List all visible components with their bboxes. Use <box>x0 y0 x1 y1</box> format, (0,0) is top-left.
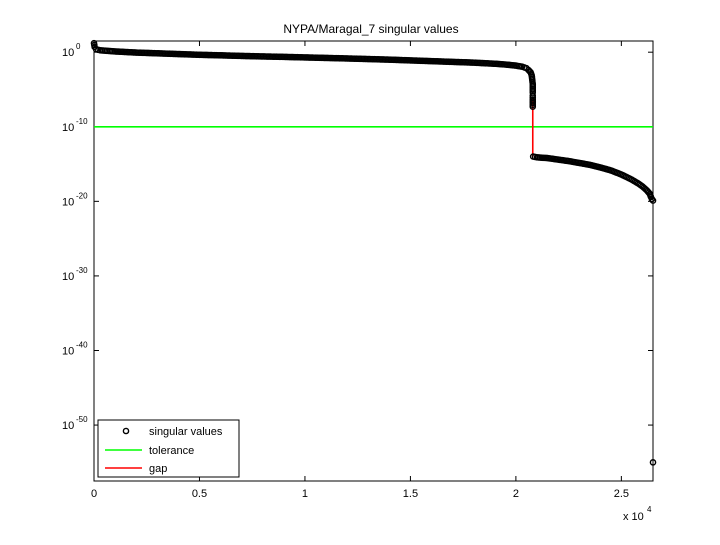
y-tick-label-base: 10 <box>62 420 74 432</box>
plot-area <box>93 40 654 482</box>
singular-value-point <box>649 197 657 204</box>
x-exponent-label: x 10 <box>623 511 644 523</box>
legend: singular values tolerance gap <box>97 419 240 478</box>
y-tick-label-exponent: 0 <box>76 42 81 51</box>
y-tick-label-base: 10 <box>62 196 74 208</box>
y-tick-label-base: 10 <box>62 271 74 283</box>
x-tick-label: 0.5 <box>192 488 207 500</box>
y-tick-label-exponent: -40 <box>76 340 88 349</box>
y-tick-label-base: 10 <box>62 47 74 59</box>
y-tick-label-exponent: -50 <box>76 415 88 424</box>
x-tick-label: 1 <box>302 488 308 500</box>
singular-value-point <box>529 103 537 110</box>
legend-label-gap: gap <box>149 463 167 475</box>
y-tick-label-exponent: -10 <box>76 117 88 126</box>
legend-marker-singular-values <box>122 427 130 435</box>
y-tick-label-base: 10 <box>62 345 74 357</box>
singular-value-point <box>649 459 657 466</box>
legend-label-singular-values: singular values <box>149 426 223 438</box>
series-layer <box>90 39 657 466</box>
x-tick-label: 2.5 <box>614 488 629 500</box>
legend-label-tolerance: tolerance <box>149 445 194 457</box>
y-tick-label-exponent: -20 <box>76 191 88 200</box>
x-exponent-power: 4 <box>647 505 652 514</box>
x-tick-label: 1.5 <box>403 488 418 500</box>
y-tick-label-base: 10 <box>62 122 74 134</box>
chart-title: NYPA/Maragal_7 singular values <box>283 22 458 36</box>
y-tick-label-exponent: -30 <box>76 266 88 275</box>
x-tick-label: 0 <box>91 488 97 500</box>
x-tick-label: 2 <box>513 488 519 500</box>
